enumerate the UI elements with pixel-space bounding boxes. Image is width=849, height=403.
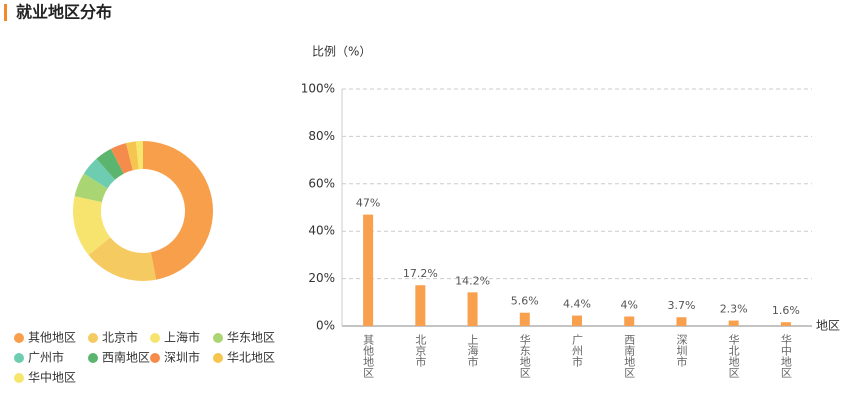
y-tick-label: 80% [308,129,335,143]
value-label: 3.7% [667,299,695,312]
value-label: 4% [620,299,637,312]
bar [415,285,426,326]
x-tick-label: 西南地区 [623,334,636,378]
value-label: 4.4% [563,298,591,311]
legend-swatch [14,333,24,343]
y-tick-label: 100% [301,82,335,96]
legend-label: 广州市 [28,350,64,365]
legend-swatch [14,353,24,363]
y-tick-label: 60% [308,176,335,190]
x-tick-label: 华北地区 [727,333,740,378]
y-axis-label: 比例（%） [312,45,371,59]
legend-swatch [150,333,160,343]
legend-swatch [150,353,160,363]
value-label: 2.3% [720,303,748,316]
legend-swatch [14,373,24,383]
y-tick-label: 0% [316,319,335,333]
pie-slice [143,141,214,280]
legend-label: 其他地区 [28,331,76,345]
bar [519,312,530,326]
y-tick-label: 40% [308,224,335,238]
pie-slice [110,143,133,174]
x-tick-label: 广州市 [571,334,584,368]
value-label: 17.2% [403,267,438,280]
legend-label: 上海市 [164,330,200,345]
pie-slice [126,141,139,171]
value-label: 1.6% [772,304,800,317]
legend-label: 华北地区 [227,351,275,365]
legend-label: 西南地区 [102,350,150,365]
x-tick-label: 上海市 [466,334,479,368]
pie-slice [88,237,157,282]
value-label: 47% [356,197,380,210]
bar [624,316,635,326]
bar [728,320,739,326]
pie-slice [135,140,143,170]
legend-swatch [213,333,223,343]
pie-slice [96,148,124,180]
legend-swatch [88,353,98,363]
x-tick-label: 深圳市 [675,334,688,368]
bar [572,315,582,326]
pie-slice [83,158,116,189]
bar [363,214,374,326]
x-tick-label: 北京市 [414,334,427,368]
legend-label: 深圳市 [164,350,200,365]
value-label: 14.2% [455,274,490,287]
x-tick-label: 华中地区 [779,333,792,378]
legend-label: 华中地区 [28,370,76,385]
legend-swatch [88,333,98,343]
pie-slice [72,196,111,255]
value-label: 5.6% [511,295,539,308]
legend-label: 北京市 [102,330,138,345]
x-tick-label: 其他地区 [362,334,375,378]
bar [467,292,478,326]
x-tick-label: 华东地区 [518,333,531,378]
legend-label: 华东地区 [227,331,275,345]
title-marker [4,4,7,21]
pie-slice [74,173,108,203]
bar [676,317,687,326]
legend-swatch [213,353,223,363]
bar [780,322,791,326]
page-title: 就业地区分布 [16,3,112,22]
y-tick-label: 20% [308,271,335,285]
x-axis-label: 地区 [816,319,840,333]
